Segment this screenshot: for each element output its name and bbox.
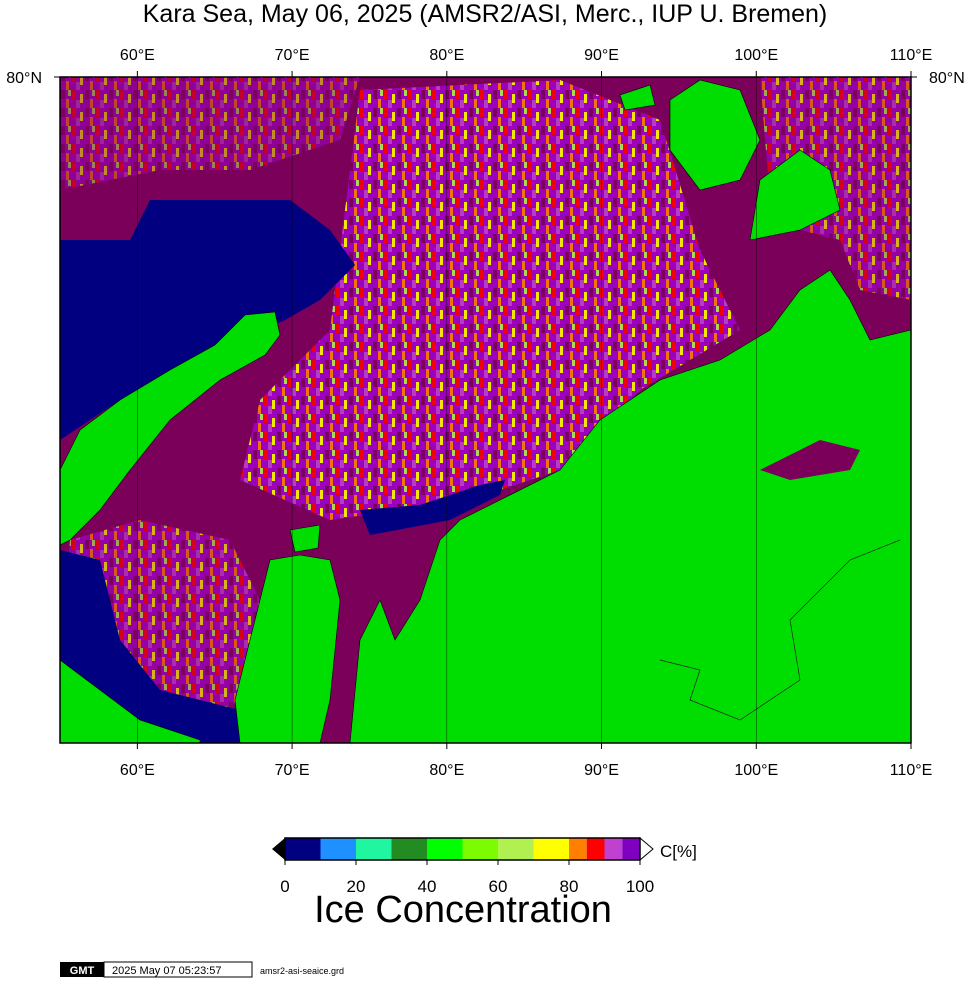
color-bin <box>604 838 623 860</box>
title: Kara Sea, May 06, 2025 (AMSR2/ASI, Merc.… <box>143 0 828 28</box>
timestamp-box <box>103 961 253 978</box>
lat-label: 80°N <box>6 70 42 87</box>
logo: GMT <box>70 965 95 977</box>
land <box>669 79 761 191</box>
color-bin <box>498 838 534 860</box>
colorbar: 0 20 40 60 80 100 C[%] <box>272 836 697 896</box>
colorbar-frame <box>284 837 641 861</box>
colorbar-tick-label: 80 <box>560 877 579 896</box>
colorbar-tick-label: 20 <box>347 877 366 896</box>
timestamp: 2025 May 07 05:23:57 <box>112 965 221 977</box>
lon-label: 80°E <box>429 762 464 779</box>
land <box>289 524 321 553</box>
color-bin <box>427 838 463 860</box>
lon-label: 90°E <box>584 47 619 64</box>
lon-label: 70°E <box>275 47 310 64</box>
footer: GMT 2025 May 07 05:23:57 amsr2-asi-seaic… <box>60 961 344 978</box>
thick-ice <box>760 440 860 480</box>
land <box>749 149 841 241</box>
color-bin <box>586 838 605 860</box>
axes: 60°E 60°E 70°E 70°E 80°E 80°E 90°E 90°E 100°E 100… <box>6 47 965 779</box>
color-bin <box>462 838 498 860</box>
colorbar-title: Ice Concentration <box>314 889 612 931</box>
color-bin <box>533 838 569 860</box>
colorbar-tick-label: 60 <box>489 877 508 896</box>
map <box>59 76 912 744</box>
lon-label: 70°E <box>275 762 310 779</box>
color-bin <box>320 838 356 860</box>
lon-label: 100°E <box>734 47 778 64</box>
mixed-ice <box>60 77 360 190</box>
lon-label: 90°E <box>584 762 619 779</box>
open-water <box>60 200 355 440</box>
over-triangle <box>639 836 654 862</box>
logo-box <box>60 962 104 977</box>
colorbar-tick-label: 100 <box>626 877 654 896</box>
land <box>619 84 656 111</box>
lon-label: 60°E <box>120 47 155 64</box>
lon-label: 80°E <box>429 47 464 64</box>
under-triangle <box>272 838 285 860</box>
lat-label: 80°N <box>929 70 965 87</box>
lon-label: 60°E <box>120 762 155 779</box>
color-bin <box>285 838 321 860</box>
border <box>659 539 901 721</box>
color-bin <box>356 838 392 860</box>
color-bin <box>569 838 587 860</box>
land <box>59 311 281 546</box>
land <box>234 554 341 744</box>
color-bin <box>391 838 427 860</box>
lon-label: 110°E <box>890 762 933 779</box>
lon-label: 100°E <box>734 762 778 779</box>
colorbar-tick-label: 40 <box>418 877 437 896</box>
mixed-ice <box>760 77 911 300</box>
land <box>349 269 912 744</box>
color-bin <box>622 838 640 860</box>
open-water <box>360 480 505 535</box>
colorbar-tick-label: 0 <box>280 877 289 896</box>
file-name: amsr2-asi-seaice.grd <box>260 966 344 976</box>
colorbar-unit: C[%] <box>660 842 697 861</box>
lon-label: 110°E <box>890 47 933 64</box>
